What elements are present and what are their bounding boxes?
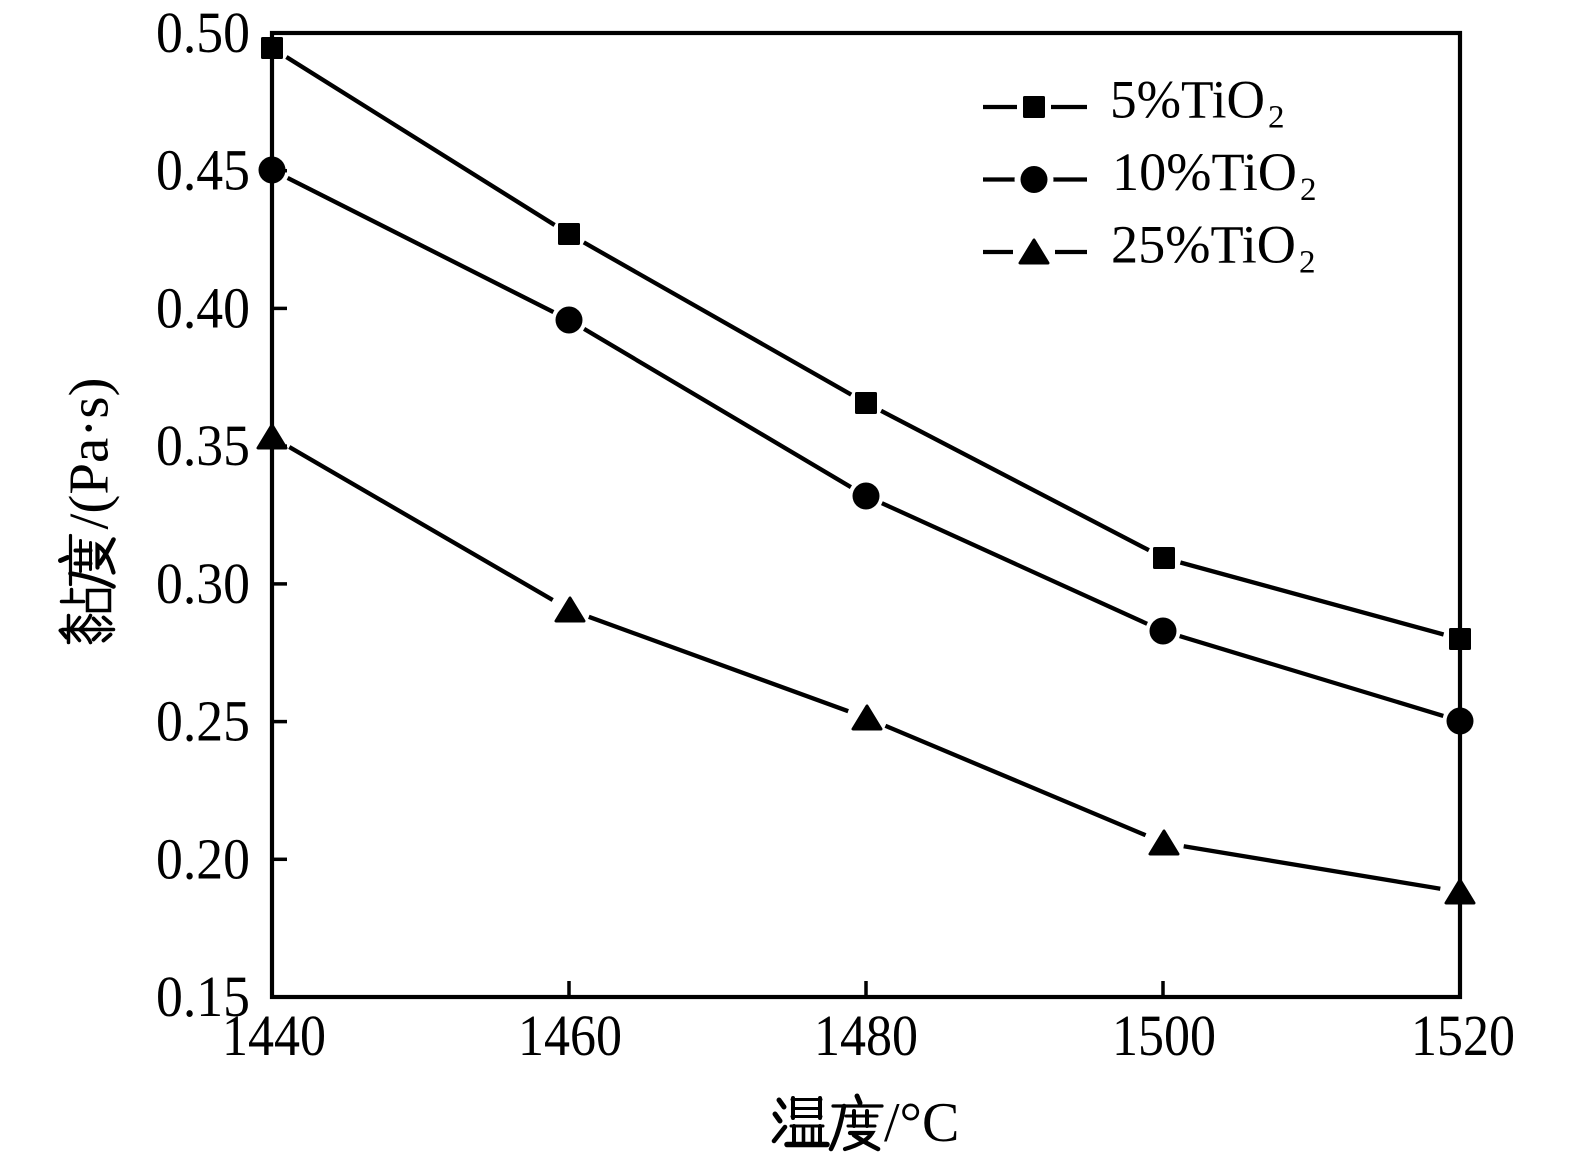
svg-text:1480: 1480: [814, 1003, 918, 1068]
svg-text:2: 2: [1268, 100, 1285, 136]
svg-text:/°C: /°C: [884, 1092, 959, 1154]
svg-text:0.45: 0.45: [156, 138, 250, 203]
svg-text:0.40: 0.40: [156, 275, 250, 340]
svg-text:1520: 1520: [1411, 1003, 1515, 1068]
svg-text:10%TiO: 10%TiO: [1112, 142, 1297, 202]
svg-text:25%TiO: 25%TiO: [1111, 215, 1296, 275]
svg-text:/(Pa·s): /(Pa·s): [59, 378, 121, 530]
svg-text:0.20: 0.20: [156, 826, 250, 891]
svg-text:0.25: 0.25: [156, 689, 250, 754]
svg-text:0.30: 0.30: [156, 551, 250, 616]
svg-text:0.15: 0.15: [156, 964, 250, 1029]
svg-text:5%TiO: 5%TiO: [1110, 70, 1265, 130]
svg-text:0.35: 0.35: [156, 413, 250, 478]
svg-text:2: 2: [1299, 245, 1316, 281]
svg-text:2: 2: [1300, 172, 1317, 208]
svg-text:0.50: 0.50: [156, 0, 250, 65]
svg-text:1460: 1460: [518, 1003, 622, 1068]
svg-text:1440: 1440: [222, 1003, 326, 1068]
svg-text:1500: 1500: [1112, 1003, 1216, 1068]
